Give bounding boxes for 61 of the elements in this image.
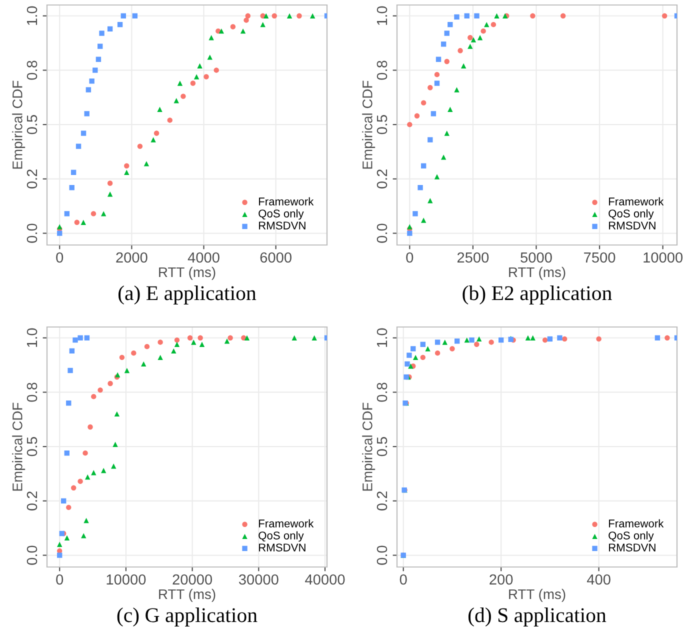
- x-axis-title: RTT (ms): [159, 588, 216, 602]
- x-axis-title: RTT (ms): [509, 266, 566, 280]
- text: (c) G application: [117, 608, 258, 626]
- legend-label: Framework: [259, 197, 314, 206]
- y-tick-label: 0.2: [26, 170, 38, 188]
- x-tick-label: 200: [490, 574, 513, 585]
- legend-label: RMSDVN: [259, 222, 306, 230]
- y-tick-label: 0.2: [26, 492, 38, 510]
- x-tick-label: 0: [406, 252, 414, 263]
- legend-label: RMSDVN: [259, 544, 306, 552]
- y-tick-label: 0.0: [376, 224, 388, 243]
- text: (b) E2 application: [462, 286, 612, 304]
- x-tick-label: 6000: [260, 252, 292, 263]
- x-axis-title: RTT (ms): [509, 588, 566, 602]
- legend-label: QoS only: [608, 209, 654, 220]
- y-tick-label: 1.0: [26, 6, 38, 25]
- y-axis-title: Empirical CDF: [12, 80, 26, 169]
- x-tick-label: 30000: [238, 574, 278, 585]
- legend-label: Framework: [259, 519, 314, 528]
- y-tick-label: 0.0: [26, 546, 38, 565]
- x-tick-label: 20000: [172, 574, 212, 585]
- legend-label: RMSDVN: [609, 544, 656, 552]
- y-tick-label: 1.0: [376, 6, 388, 25]
- y-tick-label: 0.8: [26, 382, 38, 402]
- x-tick-label: 0: [56, 574, 64, 585]
- legend-label: QoS only: [258, 209, 304, 220]
- y-tick-label: 0.0: [26, 224, 38, 243]
- x-tick-label: 0: [400, 574, 407, 585]
- y-axis-title: Empirical CDF: [12, 402, 26, 491]
- legend-label: Framework: [609, 197, 664, 206]
- x-axis-title: RTT (ms): [159, 266, 216, 280]
- y-tick-label: 1.0: [376, 328, 388, 347]
- legend-label: Framework: [609, 519, 664, 528]
- y-axis-title: Empirical CDF: [362, 402, 376, 491]
- y-tick-label: 0.5: [26, 115, 38, 134]
- x-tick-label: 2500: [457, 252, 489, 263]
- y-tick-label: 0.2: [376, 492, 388, 510]
- x-tick-label: 7500: [584, 252, 616, 263]
- legend-label: QoS only: [258, 531, 304, 542]
- x-tick-label: 10000: [106, 574, 146, 585]
- x-tick-label: 400: [586, 574, 610, 585]
- y-tick-label: 0.0: [376, 546, 388, 565]
- text: (a) E application: [118, 286, 256, 304]
- y-axis-title: Empirical CDF: [362, 80, 376, 169]
- x-tick-label: 0: [56, 252, 64, 263]
- x-tick-label: 10000: [644, 252, 683, 263]
- x-tick-label: 4000: [188, 252, 220, 263]
- y-tick-label: 0.8: [26, 60, 38, 80]
- y-tick-label: 0.5: [376, 115, 388, 134]
- y-tick-label: 1.0: [26, 328, 38, 347]
- y-tick-label: 0.8: [376, 60, 388, 80]
- legend-label: QoS only: [608, 531, 654, 542]
- x-tick-label: 2000: [116, 252, 148, 263]
- y-tick-label: 0.5: [376, 437, 388, 456]
- y-tick-label: 0.2: [376, 170, 388, 188]
- y-tick-label: 0.8: [376, 382, 388, 402]
- y-tick-label: 0.5: [26, 437, 38, 456]
- x-tick-label: 5000: [520, 252, 552, 263]
- legend-label: RMSDVN: [609, 222, 656, 230]
- x-tick-label: 40000: [305, 574, 345, 585]
- text: (d) S application: [468, 608, 606, 626]
